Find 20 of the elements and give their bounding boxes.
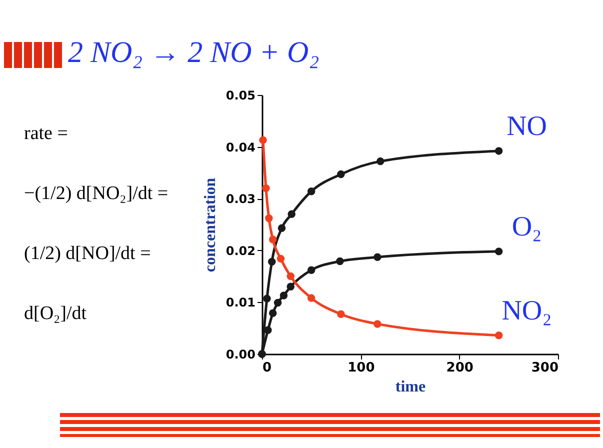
chart-title: 2 NO₂ → 2 NO + O₂: [68, 36, 320, 70]
y-tick-label: 0.03: [226, 192, 256, 206]
x-tick-label: 100: [348, 360, 375, 376]
y-axis-title: concentration: [202, 178, 219, 272]
series-label: NO: [506, 110, 548, 142]
x-tick-label: 0: [262, 360, 272, 376]
y-tick-label: 0.01: [226, 296, 256, 310]
series-label: NO₂: [502, 295, 552, 326]
text: (1/2) d[NO]/dt =: [24, 242, 152, 266]
series-label: O₂: [512, 211, 542, 242]
x-tick-label: 300: [531, 360, 558, 376]
text: −(1/2) d[NO₂]/dt =: [24, 182, 168, 206]
y-tick-label: 0.02: [226, 244, 256, 258]
text: d[O₂]/dt: [24, 302, 88, 326]
x-tick-label: 200: [446, 360, 474, 376]
y-tick-label: 0.00: [226, 348, 256, 362]
text: rate =: [24, 122, 69, 146]
y-tick-label: 0.05: [226, 88, 256, 102]
x-axis-title: time: [395, 378, 426, 396]
y-tick-label: 0.04: [226, 140, 256, 154]
